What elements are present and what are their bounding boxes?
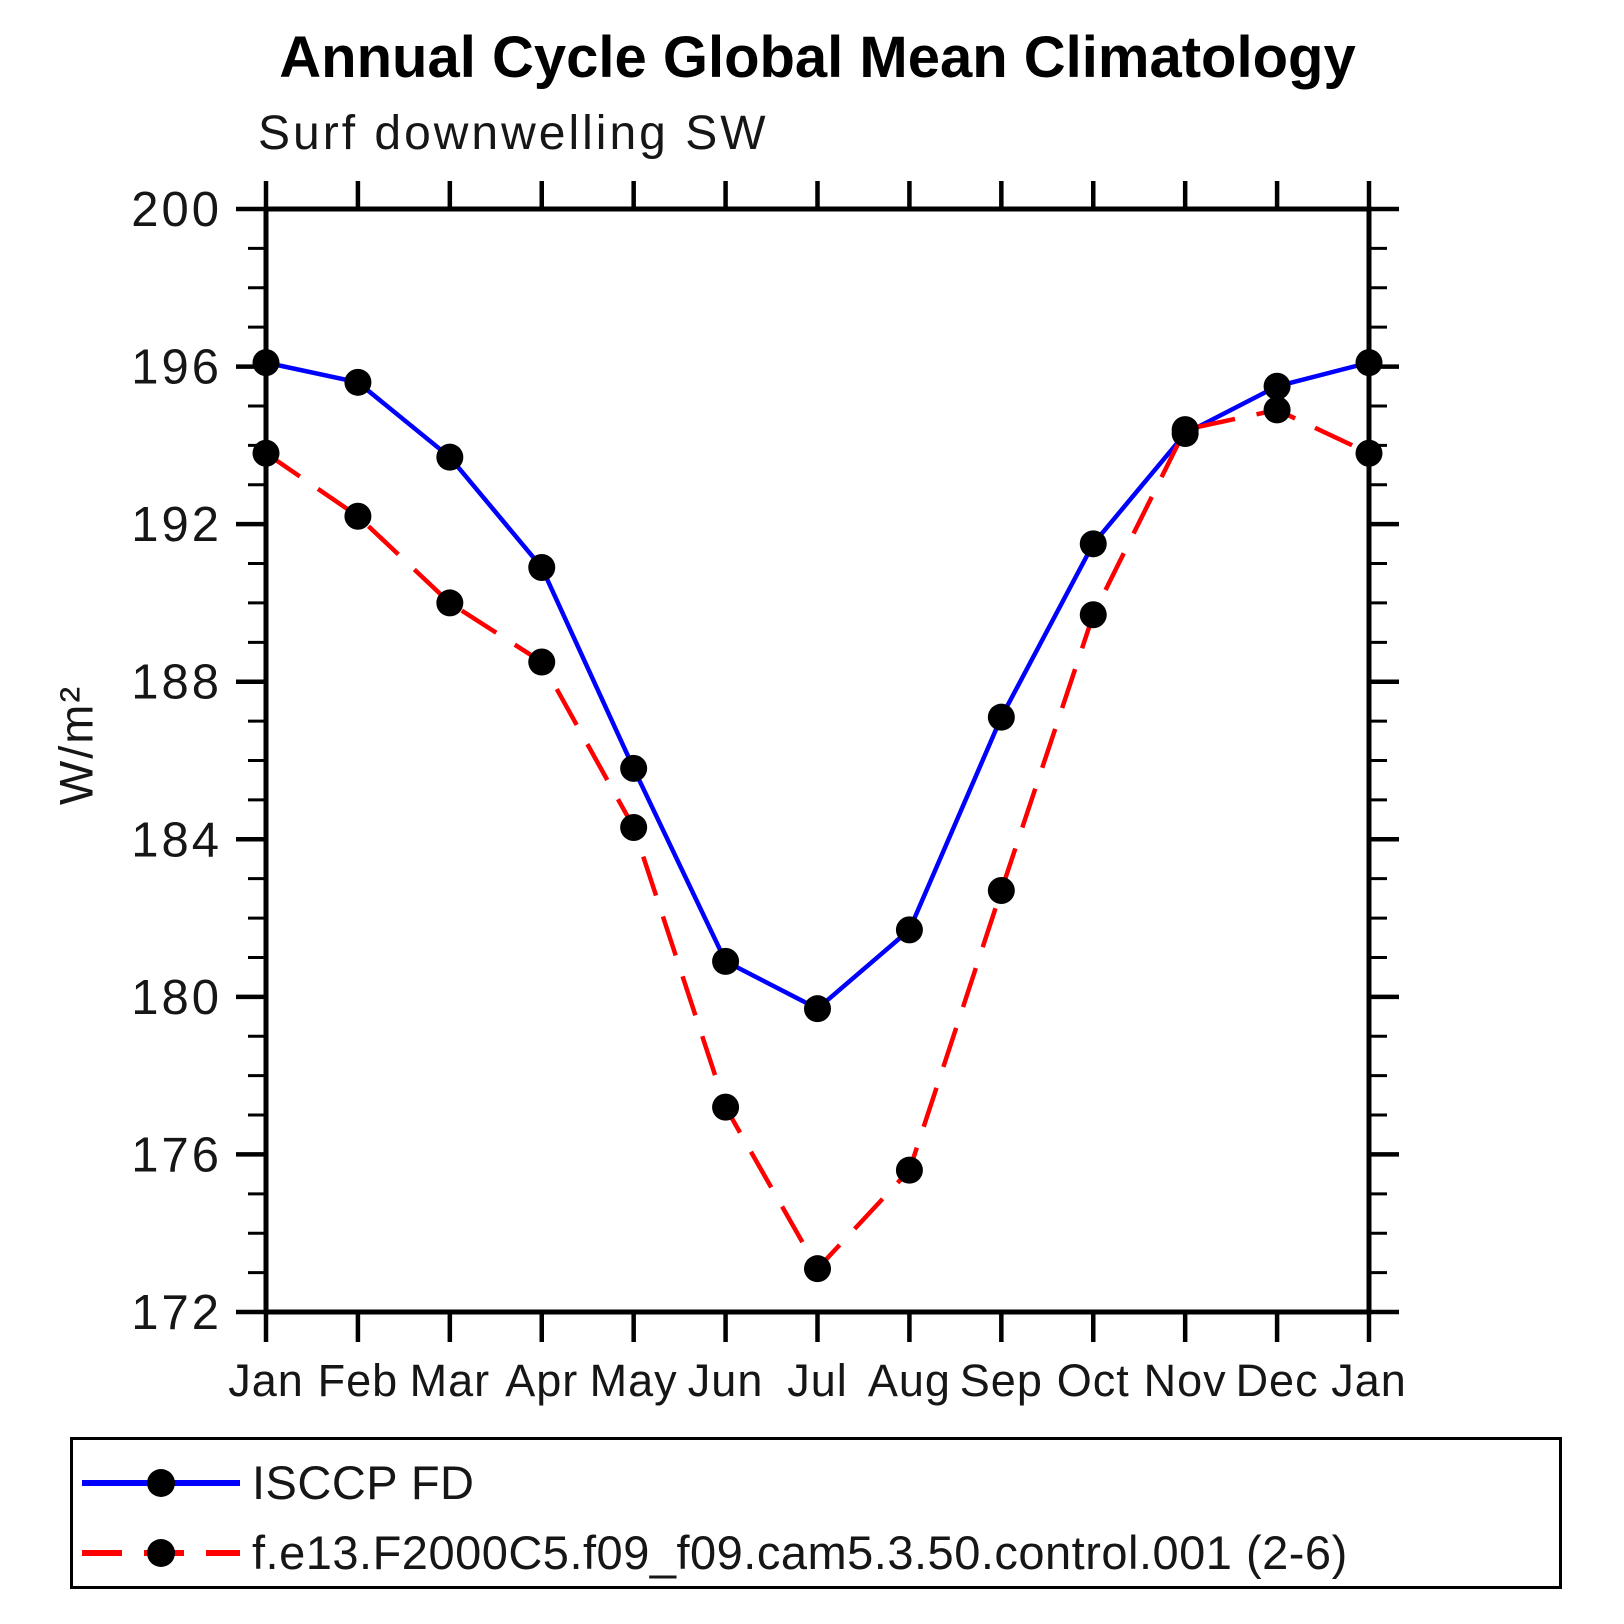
chart-title: Annual Cycle Global Mean Climatology xyxy=(279,25,1356,90)
x-tick-label: Apr xyxy=(505,1355,578,1406)
isccp-point-May xyxy=(620,754,648,782)
x-tick-label: Jan xyxy=(228,1355,304,1406)
legend-label-isccp-fd: ISCCP FD xyxy=(252,1456,475,1509)
isccp-point-Jan xyxy=(252,349,280,377)
model-point-Mar xyxy=(436,589,464,617)
y-tick-label: 184 xyxy=(131,813,222,867)
isccp-point-Mar xyxy=(436,443,464,471)
legend-box: ISCCP FD f.e13.F2000C5.f09_f09.cam5.3.50… xyxy=(70,1437,1562,1589)
y-tick-label: 176 xyxy=(131,1128,222,1182)
y-tick-label: 196 xyxy=(131,341,222,395)
model-point-Jan xyxy=(252,439,280,467)
x-tick-label: Nov xyxy=(1144,1355,1227,1406)
x-tick-label: Jan xyxy=(1331,1355,1407,1406)
isccp-point-Sep xyxy=(987,703,1015,731)
isccp-line xyxy=(265,360,1370,1012)
model-point-Jan xyxy=(1355,439,1383,467)
y-tick-label: 180 xyxy=(131,971,222,1025)
x-tick-label: Feb xyxy=(318,1355,399,1406)
isccp-point-Jun xyxy=(712,947,740,975)
x-tick-label: Oct xyxy=(1057,1355,1130,1406)
x-tick-label: Mar xyxy=(410,1355,491,1406)
isccp-point-Dec xyxy=(1263,372,1291,400)
model-point-Dec xyxy=(1263,396,1291,424)
x-tick-label: Jun xyxy=(688,1355,764,1406)
model-point-Jul xyxy=(804,1255,831,1283)
x-tick-label: Dec xyxy=(1236,1355,1319,1406)
model-point-Feb xyxy=(344,502,372,530)
isccp-point-Aug xyxy=(895,916,923,944)
model-point-Apr xyxy=(528,648,556,676)
model-point-Nov xyxy=(1171,416,1199,444)
x-tick-label: Aug xyxy=(868,1355,951,1406)
y-tick-label: 172 xyxy=(131,1286,222,1340)
isccp-point-Jul xyxy=(804,995,831,1023)
y-tick-label: 200 xyxy=(131,183,222,237)
model-marker-dot xyxy=(147,1539,175,1567)
x-tick-label: Sep xyxy=(960,1355,1043,1406)
legend-label-model-control: f.e13.F2000C5.f09_f09.cam5.3.50.control.… xyxy=(252,1526,1348,1579)
plot-frame xyxy=(263,206,1372,1315)
isccp-point-Oct xyxy=(1079,530,1107,558)
isccp-point-Feb xyxy=(344,368,372,396)
isccp-marker-dot xyxy=(147,1469,175,1497)
model-point-Jun xyxy=(712,1093,740,1121)
model-point-Sep xyxy=(987,876,1015,904)
y-tick-label: 188 xyxy=(131,656,222,710)
model-point-Oct xyxy=(1079,601,1107,629)
y-tick-label: 192 xyxy=(131,498,222,552)
model-line xyxy=(264,407,1370,1273)
chart-subtitle: Surf downwelling SW xyxy=(258,107,769,160)
isccp-point-Jan xyxy=(1355,349,1383,377)
x-tick-label: May xyxy=(590,1355,678,1406)
model-point-May xyxy=(620,813,648,841)
isccp-point-Apr xyxy=(528,553,556,581)
x-tick-label: Jul xyxy=(787,1355,848,1406)
model-point-Aug xyxy=(895,1156,923,1184)
